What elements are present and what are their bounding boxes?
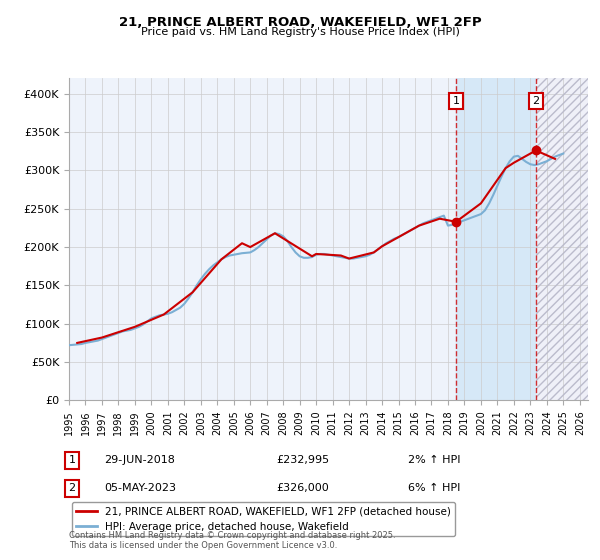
Text: 29-JUN-2018: 29-JUN-2018 [104, 455, 175, 465]
Text: Price paid vs. HM Land Registry's House Price Index (HPI): Price paid vs. HM Land Registry's House … [140, 27, 460, 37]
Text: £232,995: £232,995 [276, 455, 329, 465]
Bar [456, 78, 536, 400]
Bar [536, 78, 588, 400]
Legend: 21, PRINCE ALBERT ROAD, WAKEFIELD, WF1 2FP (detached house), HPI: Average price,: 21, PRINCE ALBERT ROAD, WAKEFIELD, WF1 2… [71, 502, 455, 536]
Text: £326,000: £326,000 [276, 483, 329, 493]
Text: 6% ↑ HPI: 6% ↑ HPI [408, 483, 460, 493]
Text: 2: 2 [532, 96, 539, 106]
Bar [536, 78, 588, 400]
Bar [536, 78, 588, 400]
Text: 1: 1 [68, 455, 76, 465]
Text: 05-MAY-2023: 05-MAY-2023 [104, 483, 176, 493]
Text: 1: 1 [452, 96, 460, 106]
Text: 2: 2 [68, 483, 76, 493]
Text: Contains HM Land Registry data © Crown copyright and database right 2025.
This d: Contains HM Land Registry data © Crown c… [69, 530, 395, 550]
Text: 2% ↑ HPI: 2% ↑ HPI [408, 455, 461, 465]
Text: 21, PRINCE ALBERT ROAD, WAKEFIELD, WF1 2FP: 21, PRINCE ALBERT ROAD, WAKEFIELD, WF1 2… [119, 16, 481, 29]
